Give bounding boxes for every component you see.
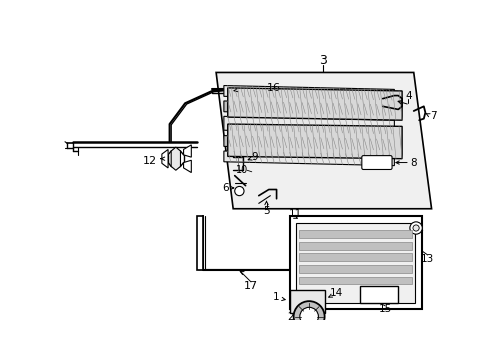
Bar xyxy=(299,276,411,284)
Bar xyxy=(359,286,397,303)
Text: 1: 1 xyxy=(273,292,279,302)
Polygon shape xyxy=(224,136,393,150)
Polygon shape xyxy=(196,216,203,270)
Polygon shape xyxy=(171,147,180,170)
Text: 3: 3 xyxy=(319,54,326,67)
Text: 16: 16 xyxy=(267,83,281,93)
Bar xyxy=(289,216,421,309)
Text: 7: 7 xyxy=(429,111,436,121)
Text: 15: 15 xyxy=(378,304,391,314)
Polygon shape xyxy=(224,101,393,116)
Circle shape xyxy=(293,301,324,332)
Text: 4: 4 xyxy=(404,91,411,100)
Circle shape xyxy=(409,222,422,234)
Bar xyxy=(299,253,411,261)
Text: 14: 14 xyxy=(329,288,342,298)
Polygon shape xyxy=(162,149,168,168)
Text: 9: 9 xyxy=(251,152,258,162)
Text: 11: 11 xyxy=(288,209,301,219)
Circle shape xyxy=(299,307,318,326)
Circle shape xyxy=(234,186,244,195)
Polygon shape xyxy=(224,86,393,100)
Polygon shape xyxy=(216,72,431,209)
Polygon shape xyxy=(183,160,191,172)
Circle shape xyxy=(412,225,418,231)
Polygon shape xyxy=(224,151,393,166)
Text: 8: 8 xyxy=(409,158,416,167)
Text: 13: 13 xyxy=(420,254,433,264)
Text: 12: 12 xyxy=(143,156,157,166)
Text: 6: 6 xyxy=(222,183,228,193)
Text: 5: 5 xyxy=(263,206,269,216)
Text: 10: 10 xyxy=(236,165,248,175)
Bar xyxy=(295,222,414,303)
Bar xyxy=(289,289,324,313)
Text: 17: 17 xyxy=(244,281,258,291)
Polygon shape xyxy=(224,116,393,134)
Polygon shape xyxy=(183,145,191,157)
Polygon shape xyxy=(227,124,401,159)
FancyBboxPatch shape xyxy=(361,156,391,170)
Bar xyxy=(299,265,411,273)
Bar xyxy=(299,242,411,249)
Text: 2: 2 xyxy=(286,311,293,321)
Bar xyxy=(299,230,411,238)
Polygon shape xyxy=(227,88,401,120)
